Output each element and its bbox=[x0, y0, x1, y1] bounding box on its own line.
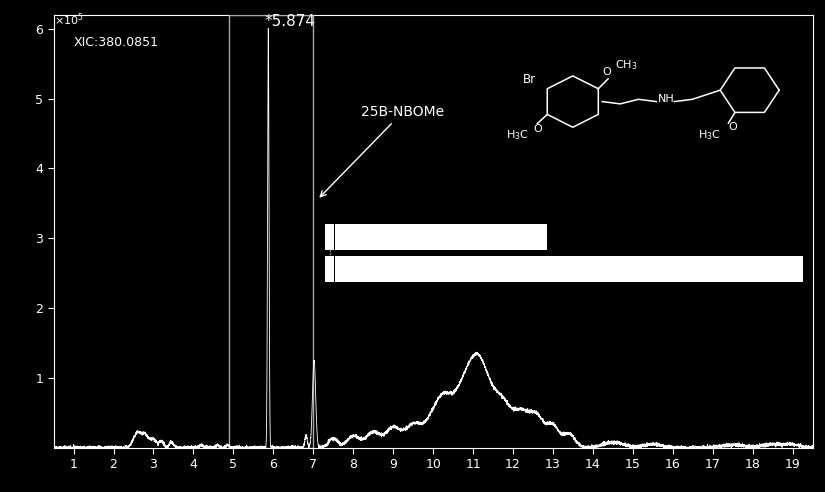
Text: H$_3$C: H$_3$C bbox=[507, 129, 529, 143]
Bar bbox=[335, 224, 547, 250]
Text: CH$_3$: CH$_3$ bbox=[615, 59, 638, 72]
Text: O: O bbox=[602, 67, 610, 77]
Bar bbox=[229, 15, 314, 448]
Text: NH: NH bbox=[658, 94, 675, 104]
Text: O: O bbox=[534, 123, 543, 133]
Bar bbox=[335, 256, 803, 281]
Text: $\times$10$^5$: $\times$10$^5$ bbox=[54, 11, 84, 28]
Text: XIC:380.0851: XIC:380.0851 bbox=[73, 36, 158, 49]
Text: H$_3$C: H$_3$C bbox=[698, 128, 721, 142]
Text: O: O bbox=[728, 123, 737, 132]
Text: Br: Br bbox=[523, 73, 535, 86]
Text: *5.874: *5.874 bbox=[265, 14, 316, 29]
Bar bbox=[325, 256, 334, 281]
Text: 25B-NBOMe: 25B-NBOMe bbox=[320, 105, 445, 197]
Bar bbox=[325, 224, 334, 250]
